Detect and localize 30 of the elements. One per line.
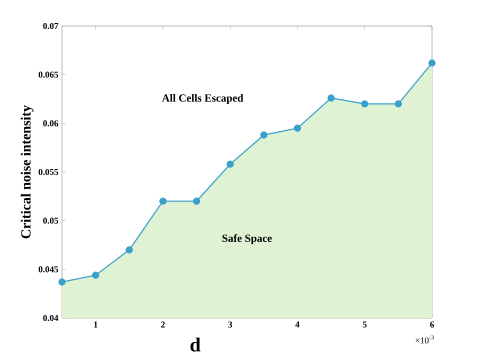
point	[328, 94, 335, 102]
x-tick-label: 2	[161, 322, 165, 328]
point	[92, 272, 100, 279]
x-axis-title: d	[190, 338, 201, 352]
y-axis-title: Critical noise intensity	[20, 105, 34, 238]
point	[159, 198, 167, 205]
x-tick-label: 4	[295, 322, 300, 328]
y-tick-label: 0.07	[43, 22, 58, 30]
y-tick-label: 0.06	[43, 120, 58, 126]
x-tick-label: 1	[94, 322, 98, 328]
point	[361, 100, 368, 108]
y-tick-label: 0.045	[38, 266, 58, 272]
y-tick-label: 0.05	[43, 218, 58, 224]
x-tick-label: 6	[430, 322, 434, 328]
point	[226, 160, 234, 168]
annotation: Safe Space	[222, 234, 272, 244]
annotation: All Cells Escaped	[162, 94, 244, 104]
point	[58, 278, 66, 286]
point	[294, 124, 302, 132]
y-tick-label: 0.04	[43, 314, 58, 322]
x-tick-label: 3	[228, 322, 232, 328]
x-tick-label: 5	[362, 322, 367, 328]
point	[126, 246, 133, 254]
text: ×10$^{-3}$	[416, 336, 434, 344]
point	[192, 198, 200, 205]
y-tick-label: 0.065	[38, 72, 58, 78]
y-tick-label: 0.055	[38, 168, 58, 176]
point	[428, 59, 436, 67]
point	[260, 131, 268, 139]
point	[394, 100, 402, 108]
